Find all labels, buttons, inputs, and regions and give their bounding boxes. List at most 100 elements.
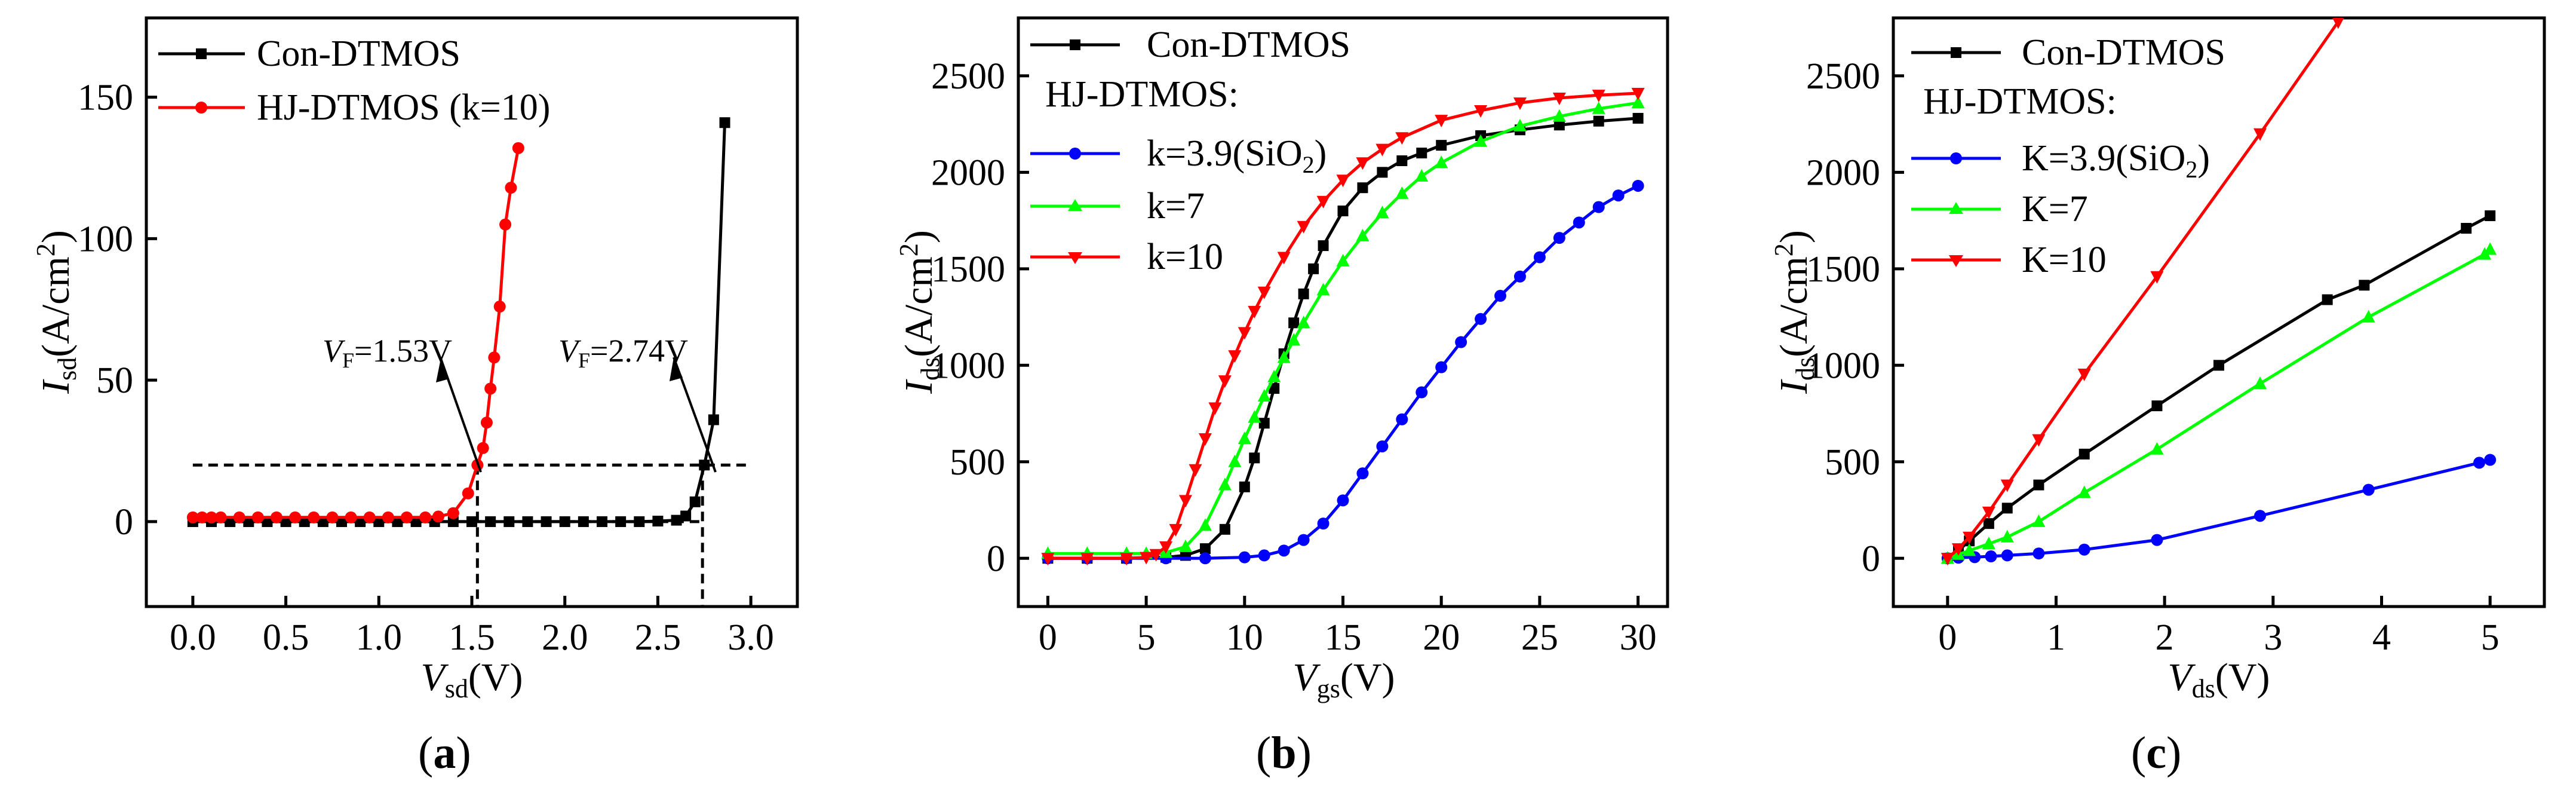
y-tick-label: 0 [1862,538,1880,579]
data-point-k10 [1552,93,1566,106]
data-point-k39 [1376,440,1389,452]
y-tick-label: 2500 [931,56,1005,97]
data-point-con [392,516,403,527]
data-point-k39 [1494,290,1507,302]
x-tick-label: 1.5 [449,617,495,658]
legend-marker-con-dtmos [1070,39,1080,50]
data-point-k10 [345,511,357,523]
panel-a-x-axis-title: Vsd(V) [420,656,523,703]
legend-label-k10: K=10 [2022,240,2107,280]
data-point-k10 [477,442,489,454]
data-point-k7 [1297,316,1310,329]
data-point-k10 [1316,195,1330,209]
data-point-k39 [1297,534,1310,546]
legend-marker-k39 [1069,148,1081,160]
data-point-con [1593,115,1604,127]
y-tick-label: 1500 [1806,249,1880,290]
data-point-k7 [2150,442,2164,455]
panel-b-legend: Con-DTMOS HJ-DTMOS: k=3.9(SiO2) k=7 k=10 [1030,25,1350,277]
legend-label-con-dtmos: Con-DTMOS [257,33,460,74]
y-tick-label: 0 [115,502,133,543]
data-point-con [1219,523,1230,535]
y-tick-label: 2000 [1806,152,1880,193]
x-tick-label: 2.0 [542,617,588,658]
legend-marker-k10 [1068,252,1082,264]
y-tick-label: 1000 [931,345,1005,386]
data-point-con [652,515,664,526]
data-point-k10 [1435,115,1448,128]
data-point-k10 [289,511,302,523]
data-point-k10 [1513,97,1527,111]
x-tick-label: 1.0 [356,617,403,658]
panel-a-y-axis-title: Isd(A/cm2) [31,230,82,394]
data-point-k10 [493,301,506,313]
data-point-con [671,515,682,526]
data-point-k10 [1592,90,1605,103]
x-tick-label: 5 [2481,617,2500,658]
annotation-vf-153: VF=1.53V [323,333,452,372]
data-point-k10 [363,511,376,523]
data-point-k7 [1415,169,1429,182]
data-point-con [1239,481,1250,492]
data-point-k7 [1982,537,1995,550]
data-point-k39 [1455,336,1467,348]
data-point-k39 [1396,413,1408,425]
legend-marker-k7 [1068,199,1082,211]
panel-b-y-axis-title: Ids(A/cm2) [894,230,945,394]
data-point-con [225,516,236,527]
y-tick-label: 100 [78,219,133,259]
data-point-k10 [1198,433,1212,446]
data-point-k39 [1199,552,1211,565]
data-point-k39 [1985,550,1997,563]
data-point-k10 [1159,541,1173,554]
data-point-k10 [1218,375,1232,388]
x-tick-label: 1 [2047,617,2065,658]
data-point-con [522,516,533,527]
data-point-k10 [186,511,199,523]
panel-b-series [1041,87,1645,566]
data-point-con [597,516,607,527]
data-point-con [485,516,496,527]
panel-c-ticks: 0 1 2 3 4 5 0 500 1000 1500 2000 2500 [1806,56,2500,658]
data-point-k39 [2032,547,2045,560]
data-point-k10 [1140,552,1153,565]
data-point-k10 [419,511,432,523]
data-point-con [615,516,627,527]
data-point-con [1357,182,1368,194]
data-point-con [503,516,515,527]
data-point-con [719,117,730,128]
x-tick-label: 2 [2156,617,2174,658]
x-tick-label: 0.0 [170,617,216,658]
data-point-k10 [233,511,245,523]
y-tick-label: 500 [950,442,1005,483]
panel-b-label: (b) [1256,728,1312,778]
data-point-k10 [326,511,339,523]
x-tick-label: 2.5 [635,617,681,658]
data-point-con [447,516,459,527]
data-point-k39 [1435,361,1448,373]
data-point-k10 [1189,464,1202,477]
data-point-k7 [1228,454,1242,467]
data-point-con [1249,452,1260,464]
data-point-k7 [1287,333,1301,346]
x-tick-label: 0 [1039,617,1057,658]
data-point-k39 [2473,457,2485,469]
x-tick-label: 5 [1137,617,1156,658]
data-point-con [466,516,477,527]
data-point-k7 [2483,242,2497,255]
data-point-con [317,516,328,527]
data-point-k39 [1278,544,1290,557]
data-point-k7 [1198,518,1212,531]
legend-marker-hj-dtmos-k10 [195,102,207,114]
x-tick-label: 0 [1938,617,1957,658]
data-point-con [1199,543,1211,555]
data-point-k10 [196,511,208,523]
data-point-k10 [401,511,413,523]
panel-a-annotations: VF=1.53V VF=2.74V [323,333,717,473]
y-tick-label: 0 [987,538,1005,579]
data-point-k39 [1356,467,1369,480]
data-point-k39 [1553,232,1565,244]
series-line-k10 [1946,21,2339,560]
data-point-k7 [1631,96,1645,109]
data-point-k10 [1248,305,1261,319]
